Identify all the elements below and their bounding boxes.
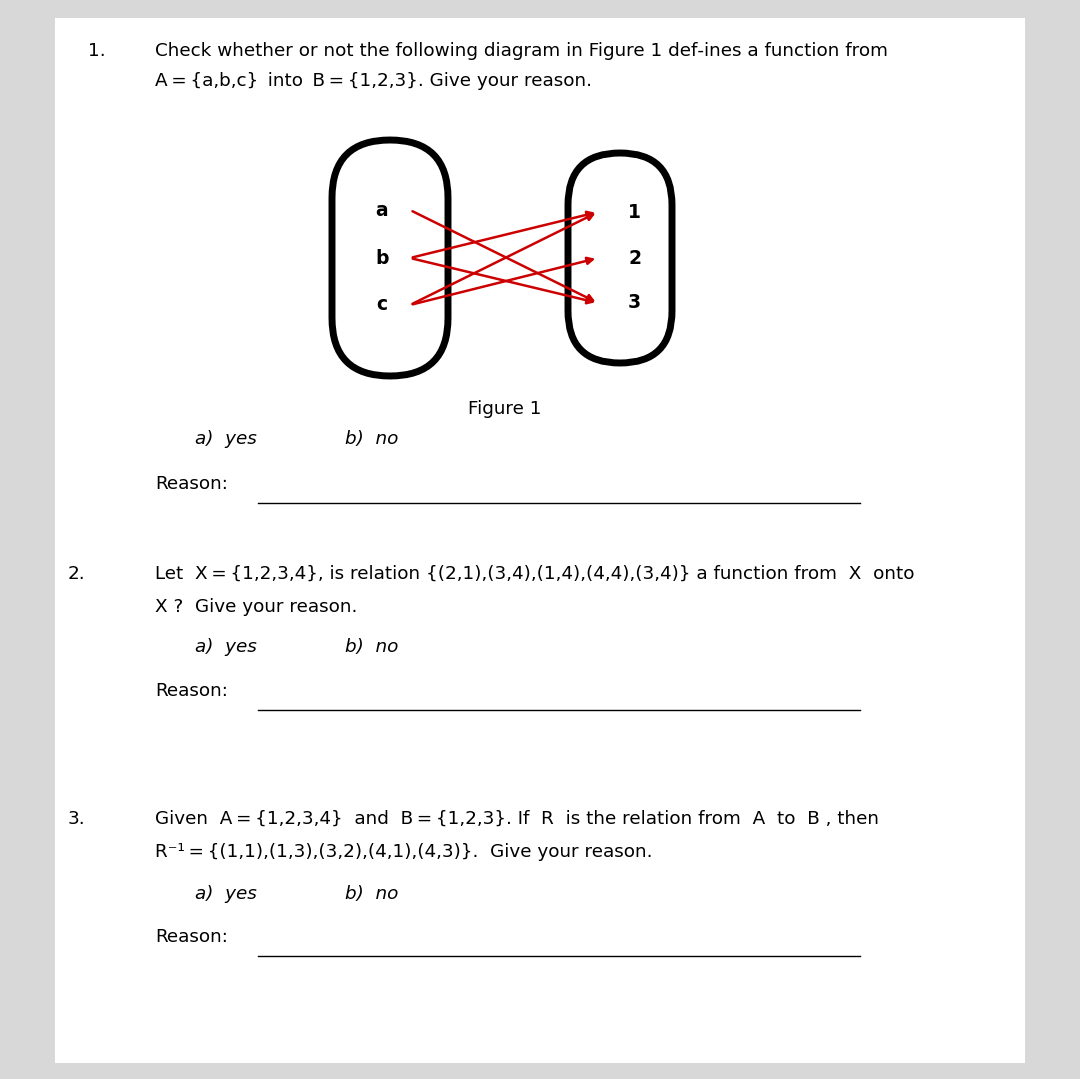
Text: a)  yes: a) yes [195,638,257,656]
Text: X ?  Give your reason.: X ? Give your reason. [156,598,357,616]
Text: 1.: 1. [87,42,106,60]
Text: R⁻¹ = {(1,1),(1,3),(3,2),(4,1),(4,3)}.  Give your reason.: R⁻¹ = {(1,1),(1,3),(3,2),(4,1),(4,3)}. G… [156,843,652,861]
Text: 1: 1 [627,203,640,221]
Text: b)  no: b) no [345,885,399,903]
Text: 3.: 3. [68,810,85,828]
Text: Reason:: Reason: [156,475,228,493]
Text: 2: 2 [627,248,642,268]
Text: Given  A = {1,2,3,4}  and  B = {1,2,3}. If  R  is the relation from  A  to  B , : Given A = {1,2,3,4} and B = {1,2,3}. If … [156,810,879,828]
Text: b)  no: b) no [345,431,399,448]
Text: b)  no: b) no [345,638,399,656]
Text: 3: 3 [627,293,642,313]
Text: A = {a,b,c}  into  B = {1,2,3}. Give your reason.: A = {a,b,c} into B = {1,2,3}. Give your … [156,72,592,90]
Text: a)  yes: a) yes [195,431,257,448]
FancyBboxPatch shape [55,18,1025,1063]
Text: Reason:: Reason: [156,928,228,946]
Text: Let  X = {1,2,3,4}, is relation {(2,1),(3,4),(1,4),(4,4),(3,4)} a function from : Let X = {1,2,3,4}, is relation {(2,1),(3… [156,565,915,583]
Text: c: c [377,296,388,314]
Text: 2.: 2. [68,565,85,583]
Text: Check whether or not the following diagram in Figure 1 def­ines a function from: Check whether or not the following diagr… [156,42,888,60]
Text: Reason:: Reason: [156,682,228,700]
Text: Figure 1: Figure 1 [469,400,542,418]
Text: b: b [375,248,389,268]
Text: a)  yes: a) yes [195,885,257,903]
Text: a: a [376,201,389,219]
